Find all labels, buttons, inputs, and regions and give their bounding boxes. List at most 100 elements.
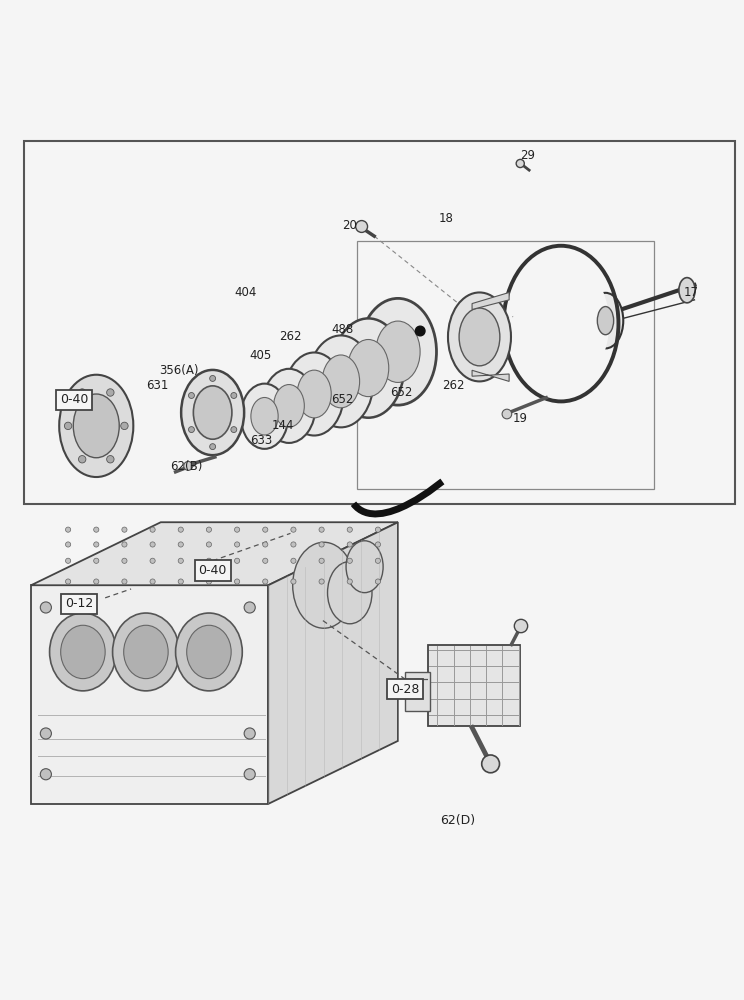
Polygon shape — [428, 645, 520, 726]
Ellipse shape — [376, 321, 420, 382]
Polygon shape — [472, 292, 509, 310]
Text: 356(A): 356(A) — [159, 364, 199, 377]
Ellipse shape — [241, 384, 288, 449]
Ellipse shape — [178, 558, 183, 563]
Ellipse shape — [319, 527, 324, 532]
Ellipse shape — [231, 427, 237, 433]
Ellipse shape — [65, 422, 72, 430]
Ellipse shape — [348, 340, 389, 397]
Text: 0-40: 0-40 — [60, 393, 89, 406]
Ellipse shape — [347, 542, 353, 547]
Text: 631: 631 — [146, 379, 168, 392]
Ellipse shape — [94, 527, 99, 532]
Ellipse shape — [150, 558, 155, 563]
Text: 0-12: 0-12 — [65, 597, 93, 610]
Text: 62(B): 62(B) — [170, 460, 203, 473]
Ellipse shape — [347, 527, 353, 532]
Ellipse shape — [231, 393, 237, 398]
Ellipse shape — [193, 386, 232, 439]
Ellipse shape — [291, 579, 296, 584]
Ellipse shape — [206, 579, 211, 584]
Ellipse shape — [375, 527, 380, 532]
Ellipse shape — [40, 728, 51, 739]
Ellipse shape — [327, 562, 372, 624]
Polygon shape — [472, 370, 509, 381]
Ellipse shape — [60, 375, 133, 477]
Ellipse shape — [346, 541, 383, 593]
Text: 652: 652 — [391, 386, 413, 399]
Ellipse shape — [210, 375, 216, 381]
Ellipse shape — [234, 542, 240, 547]
Ellipse shape — [234, 579, 240, 584]
Ellipse shape — [112, 613, 179, 691]
Ellipse shape — [210, 444, 216, 450]
Text: 18: 18 — [439, 212, 454, 225]
Ellipse shape — [297, 370, 331, 418]
Ellipse shape — [375, 579, 380, 584]
Ellipse shape — [513, 258, 609, 390]
Text: 62(D): 62(D) — [440, 814, 475, 827]
Bar — [24, 141, 735, 504]
Ellipse shape — [322, 355, 359, 408]
Ellipse shape — [178, 527, 183, 532]
Ellipse shape — [40, 769, 51, 780]
Ellipse shape — [375, 542, 380, 547]
Ellipse shape — [448, 292, 511, 381]
Ellipse shape — [291, 558, 296, 563]
Ellipse shape — [150, 542, 155, 547]
Ellipse shape — [94, 542, 99, 547]
Ellipse shape — [292, 542, 355, 628]
Ellipse shape — [184, 461, 193, 470]
Ellipse shape — [263, 369, 315, 443]
Ellipse shape — [188, 393, 194, 398]
Ellipse shape — [333, 318, 404, 418]
Text: 0-40: 0-40 — [199, 564, 227, 577]
Ellipse shape — [263, 542, 268, 547]
Ellipse shape — [206, 558, 211, 563]
Ellipse shape — [187, 625, 231, 679]
Text: 144: 144 — [272, 419, 295, 432]
Ellipse shape — [176, 613, 243, 691]
Ellipse shape — [150, 579, 155, 584]
Ellipse shape — [234, 558, 240, 563]
Text: 262: 262 — [279, 330, 302, 343]
Ellipse shape — [122, 527, 127, 532]
Ellipse shape — [347, 579, 353, 584]
Ellipse shape — [481, 755, 499, 773]
Ellipse shape — [502, 409, 512, 419]
Ellipse shape — [150, 527, 155, 532]
Text: 633: 633 — [250, 434, 272, 447]
Ellipse shape — [50, 613, 116, 691]
Ellipse shape — [78, 389, 86, 396]
Text: 20: 20 — [342, 219, 357, 232]
Ellipse shape — [74, 394, 119, 458]
Ellipse shape — [597, 307, 614, 335]
Ellipse shape — [122, 558, 127, 563]
Ellipse shape — [375, 558, 380, 563]
Ellipse shape — [181, 370, 244, 455]
Ellipse shape — [263, 527, 268, 532]
Ellipse shape — [308, 335, 373, 427]
Text: 652: 652 — [331, 393, 353, 406]
Ellipse shape — [679, 278, 695, 303]
Ellipse shape — [319, 542, 324, 547]
Ellipse shape — [121, 422, 128, 430]
Ellipse shape — [516, 159, 525, 168]
Polygon shape — [31, 585, 269, 804]
Ellipse shape — [65, 579, 71, 584]
Ellipse shape — [274, 385, 304, 427]
Ellipse shape — [178, 579, 183, 584]
Ellipse shape — [319, 579, 324, 584]
Ellipse shape — [251, 397, 278, 435]
Ellipse shape — [319, 558, 324, 563]
Ellipse shape — [206, 542, 211, 547]
Ellipse shape — [356, 221, 368, 232]
Text: 29: 29 — [520, 149, 535, 162]
Ellipse shape — [65, 558, 71, 563]
Ellipse shape — [40, 602, 51, 613]
Polygon shape — [405, 672, 430, 711]
Ellipse shape — [106, 456, 114, 463]
Text: 405: 405 — [250, 349, 272, 362]
Ellipse shape — [514, 619, 527, 633]
Ellipse shape — [263, 579, 268, 584]
